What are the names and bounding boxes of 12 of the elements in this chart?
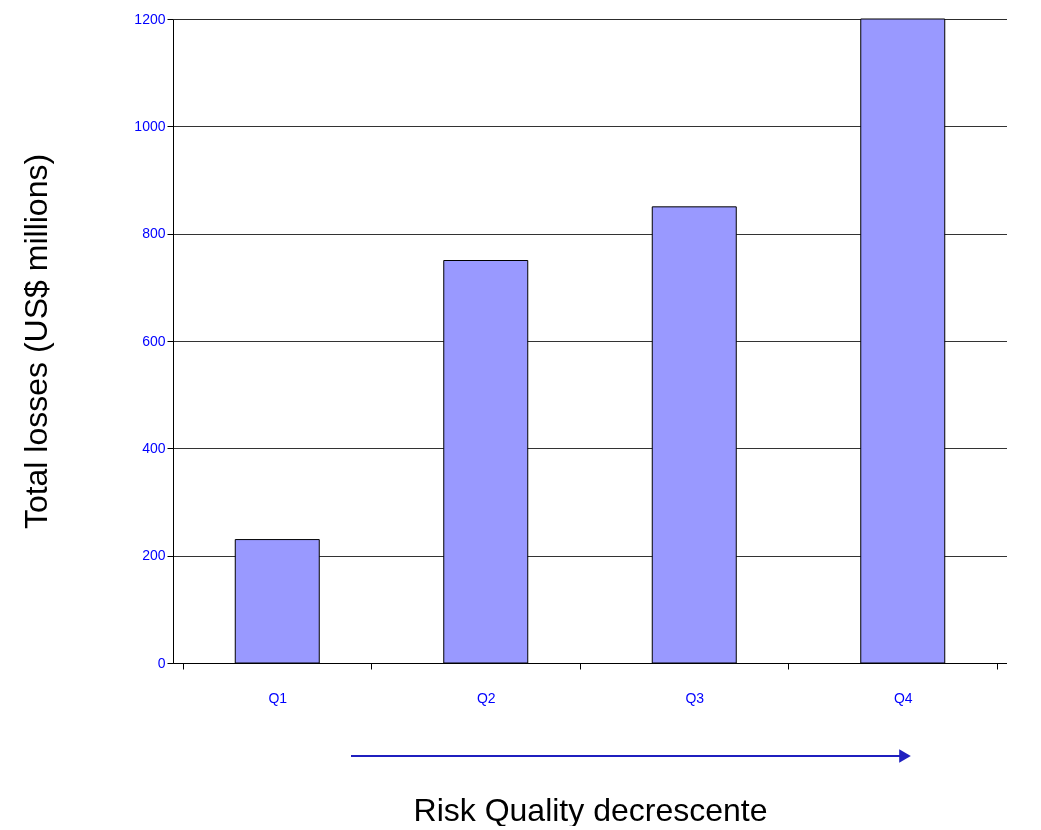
y-tick-label: 0 <box>157 654 166 671</box>
y-tick-label: 600 <box>142 332 166 349</box>
y-tick-label: 800 <box>142 225 166 242</box>
y-axis-title: Total losses (US$ millions) <box>18 153 55 530</box>
x-tick-label: Q3 <box>685 689 705 706</box>
y-tick-label: 400 <box>142 439 166 456</box>
y-tick-label: 1200 <box>134 10 166 27</box>
x-tick-label: Q2 <box>476 689 496 706</box>
y-tick-label: 1000 <box>134 117 166 134</box>
y-tick-label: 200 <box>142 547 166 564</box>
x-tick-label: Q1 <box>268 689 288 706</box>
x-tick-label: Q4 <box>893 689 913 706</box>
